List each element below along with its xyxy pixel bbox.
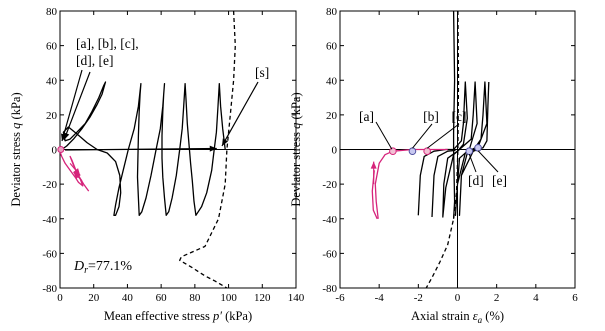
left-y-tick-label: 20 [46, 110, 58, 122]
right-x-tick-label: 6 [572, 292, 578, 304]
left-x-axis-label: Mean effective stress p′ (kPa) [104, 309, 252, 323]
right-leader-c [426, 123, 460, 149]
right-x-tick-label: -6 [335, 292, 345, 304]
left-series-0-path [61, 81, 226, 216]
left-y-tick-label: -80 [42, 283, 57, 295]
right-y-tick-label: -60 [322, 248, 337, 260]
left-x-tick-label: 0 [57, 292, 63, 304]
left-x-tick-label: 60 [156, 292, 168, 304]
right-marker-2 [423, 147, 431, 156]
left-y-tick-label: -20 [42, 179, 57, 191]
right-x-tick-label: -2 [414, 292, 423, 304]
left-origin-marker [57, 146, 65, 153]
left-arrow-abcde-2-head [63, 132, 70, 140]
left-pink-arrow-2-head [73, 172, 81, 180]
right-marker-3 [465, 147, 474, 156]
left-x-tick-label: 140 [288, 292, 305, 304]
right-y-tick-label: 20 [326, 110, 338, 122]
right-pink-arrow-head [370, 161, 377, 169]
left-y-tick-label: 0 [52, 145, 58, 157]
left-x-tick-label: 120 [254, 292, 271, 304]
right-y-axis-label: Deviator stress q (kPa) [289, 92, 303, 206]
right-annotation-label-2: [c] [452, 109, 467, 124]
right-x-axis-label: Axial strain εa (%) [411, 309, 504, 325]
right-annotation-label-3: [d] [468, 173, 484, 188]
left-series-2-path [179, 10, 236, 289]
left-annotation-abcde: [a], [b], [c], [d], [e] [76, 36, 139, 68]
right-y-tick-label: -40 [322, 214, 337, 226]
right-series-0-path [452, 10, 456, 219]
right-annotation-label-0: [a] [359, 109, 374, 124]
left-y-tick-label: 80 [46, 6, 58, 18]
left-x-tick-label: 80 [189, 292, 201, 304]
right-y-tick-label: 60 [326, 41, 338, 53]
right-series-5-path [425, 10, 460, 289]
left-chart-panel: -80 -60 -40 -20 0 20 40 60 80 0 20 40 60 80 100 120 140 M… [9, 6, 305, 323]
right-leader-e [477, 150, 499, 173]
right-x-tick-label: 4 [533, 292, 539, 304]
right-leader-d [468, 154, 477, 173]
left-arrow-abcde-1 [61, 69, 83, 142]
right-series-2-path [431, 149, 456, 218]
left-arrow-p-axis [65, 147, 217, 151]
left-annotation-s: [s] [255, 65, 269, 80]
right-x-tick-label: 2 [494, 292, 500, 304]
left-x-tick-label: 20 [88, 292, 100, 304]
left-arrow-abcde-2 [63, 71, 91, 141]
left-y-tick-label: 60 [46, 41, 58, 53]
left-arrow-p-axis-head [209, 145, 217, 152]
left-arrow-s [221, 81, 259, 147]
right-x-tick-label: 0 [455, 292, 461, 304]
left-y-axis-label: Deviator stress q (kPa) [9, 92, 23, 206]
right-y-tick-label: -80 [322, 283, 337, 295]
left-pink-arrow-1-head [73, 168, 81, 176]
right-leader-b [412, 123, 433, 149]
right-marker-1 [408, 147, 417, 156]
left-y-tick-label: -60 [42, 248, 57, 260]
right-leader-a [375, 121, 393, 150]
left-x-tick-label: 100 [220, 292, 237, 304]
left-y-tick-label: 40 [46, 75, 58, 87]
left-y-tick-label: -40 [42, 214, 57, 226]
right-annotation-label-4: [e] [492, 173, 507, 188]
right-series-1-path [417, 81, 490, 218]
right-marker-4 [474, 143, 482, 152]
right-y-tick-label: 0 [332, 145, 338, 157]
right-y-tick-label: 80 [326, 6, 338, 18]
right-marker-0 [389, 147, 397, 156]
left-x-tick-label: 40 [122, 292, 134, 304]
left-dr-label: Dr=77.1% [73, 259, 132, 276]
left-series-1-path [59, 149, 90, 192]
right-annotation-label-1: [b] [423, 109, 439, 124]
right-x-tick-label: -4 [375, 292, 385, 304]
right-y-tick-label: 40 [326, 75, 338, 87]
left-arrow-s-head [222, 138, 229, 146]
right-y-tick-label: -20 [322, 179, 337, 191]
